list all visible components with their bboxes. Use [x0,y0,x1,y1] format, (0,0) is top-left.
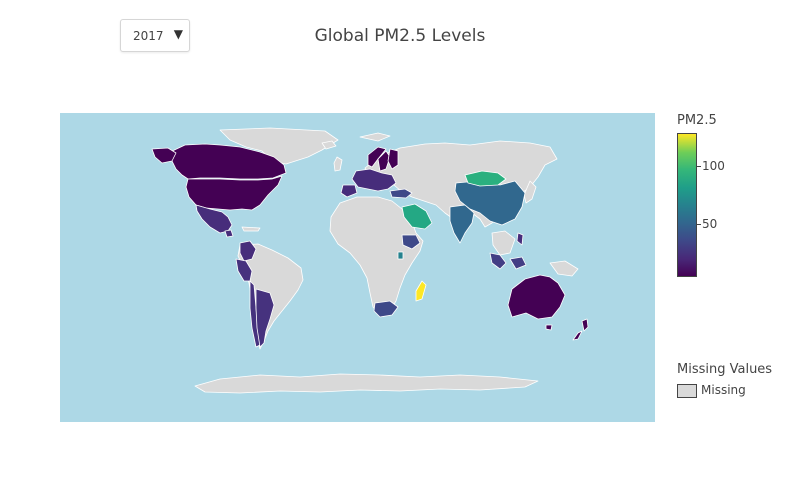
colorbar-title: PM2.5 [677,113,717,128]
arctic-islands-shape[interactable] [359,132,391,142]
iceland-shape[interactable] [321,140,337,150]
uk-shape[interactable] [333,156,343,172]
missing-legend-swatch[interactable] [677,384,697,398]
china-shape[interactable] [454,180,526,226]
new-zealand-shape[interactable] [572,318,589,341]
turkey-shape[interactable] [389,188,413,199]
ethiopia-shape[interactable] [401,234,421,250]
colorbar-tick-label: 100 [702,159,725,173]
spain-shape[interactable] [340,184,358,198]
philippines-shape[interactable] [516,232,524,246]
europe-shape[interactable] [351,168,397,192]
indonesia-shape[interactable] [489,252,527,270]
southeast-asia-shape[interactable] [491,230,516,256]
saudi-arabia-shape[interactable] [401,203,433,230]
kenya-shape[interactable] [397,251,404,260]
canada-shape[interactable] [167,143,287,180]
africa-shape[interactable] [329,196,424,316]
world-map[interactable] [60,113,655,422]
world-map-svg [151,127,589,394]
colorbar-tick [697,166,701,167]
cuba-shape[interactable] [241,226,261,232]
usa-shape[interactable] [185,175,283,211]
colorbar-tick-label: 50 [702,217,718,231]
mongolia-shape[interactable] [464,170,507,187]
sweden-shape[interactable] [377,150,391,172]
colorbar-tick [697,224,701,225]
argentina-shape[interactable] [255,288,275,348]
map-title: Global PM2.5 Levels [314,26,486,46]
chevron-down-icon: ▼ [173,27,183,41]
colombia-shape[interactable] [239,240,257,262]
missing-legend-title: Missing Values [677,362,773,377]
india-shape[interactable] [449,204,475,244]
year-dropdown[interactable]: 2017 ▼ [120,19,190,52]
tasmania-shape[interactable] [545,324,553,331]
greenland-shape[interactable] [219,127,339,165]
south-africa-shape[interactable] [373,300,399,318]
colorbar [677,133,697,277]
missing-legend-label[interactable]: Missing [701,383,746,397]
alaska-shape[interactable] [151,147,177,164]
new-guinea-shape[interactable] [549,260,579,277]
guatemala-shape[interactable] [224,229,234,238]
madagascar-shape[interactable] [415,280,427,302]
antarctica-shape[interactable] [194,373,539,394]
finland-shape[interactable] [387,148,399,170]
australia-shape[interactable] [507,274,566,320]
year-dropdown-value: 2017 [133,29,164,43]
